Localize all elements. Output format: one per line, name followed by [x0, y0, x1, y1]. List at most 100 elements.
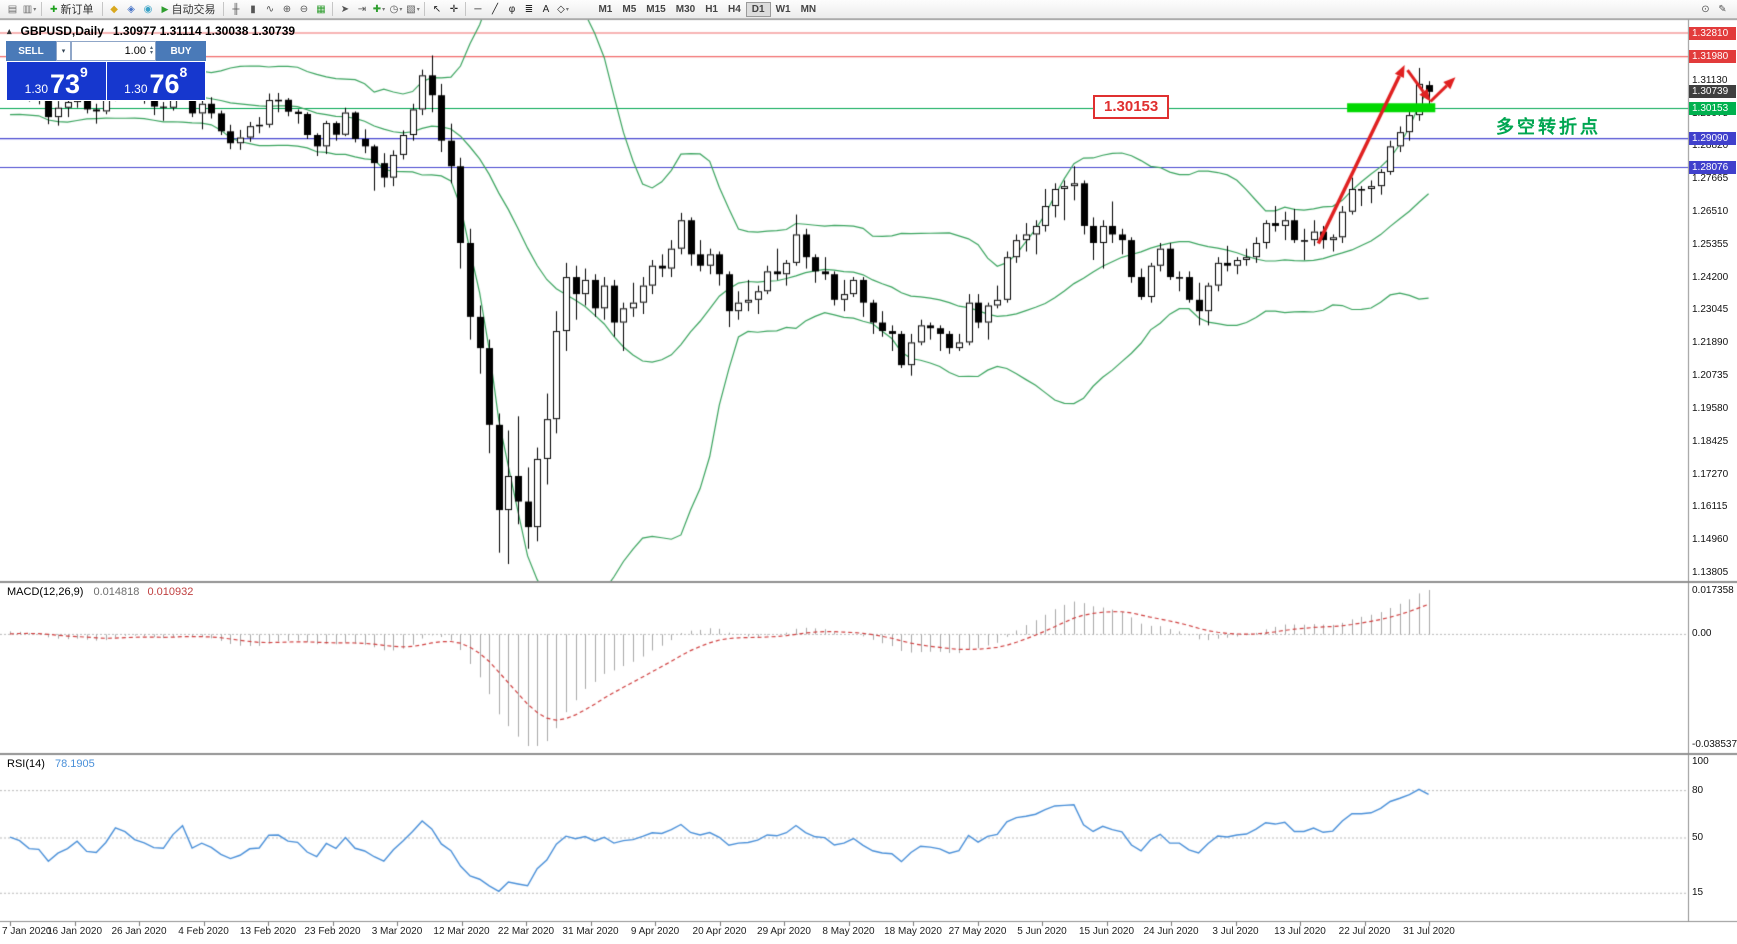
new-order-button[interactable]: ✚ 新订单	[45, 1, 99, 17]
timeframe-H4[interactable]: H4	[727, 3, 741, 15]
fibonacci-icon[interactable]: φ	[508, 3, 516, 15]
trade-panel-dropdown[interactable]: ▾	[56, 41, 71, 61]
shapes-icon[interactable]: ◇ ▾	[557, 3, 569, 15]
line-chart-icon[interactable]: ∿	[265, 3, 275, 15]
toolbar-separator	[424, 2, 426, 16]
one-click-trading-panel: SELL ▾ ▴ ▾ BUY 1.30 73 9 1.30 76	[6, 41, 206, 101]
macd-axis-label: 0.017358	[1692, 585, 1734, 596]
candlestick-chart-icon[interactable]: ▮	[250, 3, 256, 15]
date-label: 31 Mar 2020	[562, 926, 619, 937]
price-scale-label: 1.18425	[1692, 435, 1729, 447]
price-scale-label: 1.28820	[1692, 140, 1729, 152]
volume-input[interactable]	[89, 44, 148, 58]
date-label: 31 Jul 2020	[1403, 926, 1455, 937]
timeframe-D1[interactable]: D1	[745, 1, 771, 17]
autoscroll-icon[interactable]: ➤	[340, 3, 350, 15]
macd-name: MACD(12,26,9)	[7, 586, 84, 598]
price-scale-label: 1.23045	[1692, 304, 1729, 316]
market-watch-icon[interactable]: ◆	[110, 3, 118, 15]
zoom-in-icon[interactable]: ⊕	[282, 3, 292, 15]
chart-symbol-period: GBPUSD,Daily	[20, 24, 104, 38]
toolbar-separator	[332, 2, 334, 16]
horizontal-line-icon[interactable]: ─	[474, 3, 482, 15]
date-label: 27 May 2020	[948, 926, 1007, 937]
date-label: 22 Mar 2020	[497, 926, 555, 937]
timeframe-W1[interactable]: W1	[775, 3, 791, 15]
toolbar-separator	[223, 2, 225, 16]
timeframe-M1[interactable]: M1	[598, 3, 613, 15]
timeframe-M30[interactable]: M30	[675, 3, 696, 15]
date-label: 9 Apr 2020	[630, 926, 680, 937]
price-callout-label: 1.30153	[1093, 95, 1170, 119]
buy-price-big: 76	[149, 69, 180, 99]
date-label: 4 Feb 2020	[178, 926, 229, 937]
date-label: 20 Apr 2020	[692, 926, 747, 937]
bar-chart-icon[interactable]: ╫	[232, 3, 240, 15]
trendline-icon[interactable]: ╱	[491, 3, 498, 15]
rsi-axis-label: 80	[1692, 784, 1704, 796]
macd-main-value: 0.014818	[93, 586, 140, 598]
quick-edit-icon[interactable]: ✎	[1718, 3, 1727, 15]
price-scale-label: 1.13805	[1692, 567, 1729, 578]
sell-price-sup: 9	[80, 64, 88, 80]
price-scale-label: 1.20735	[1692, 370, 1729, 382]
dropdown-arrow-icon: ▾	[416, 6, 420, 13]
date-label: 18 May 2020	[884, 926, 942, 937]
zoom-out-icon[interactable]: ⊖	[299, 3, 309, 15]
price-scale-label: 1.16115	[1692, 501, 1728, 513]
rsi-axis-label: 100	[1692, 756, 1709, 767]
date-label: 8 May 2020	[822, 926, 875, 937]
date-label: 12 Mar 2020	[433, 926, 490, 937]
timeframe-M5[interactable]: M5	[622, 3, 637, 15]
price-badge-blue: 1.28076	[1689, 161, 1736, 174]
add-indicator-icon[interactable]: ✚ ▾	[372, 3, 386, 15]
tile-windows-icon[interactable]: ▦	[316, 3, 326, 15]
dropdown-arrow-icon: ▾	[399, 6, 403, 13]
macd-indicator-label: MACD(12,26,9) 0.014818 0.010932	[7, 586, 193, 598]
chart-shift-icon[interactable]: ⇥	[357, 3, 367, 15]
chart-ohlc: 1.30977 1.31114 1.30038 1.30739	[112, 24, 296, 38]
price-scale-label: 1.21890	[1692, 337, 1729, 349]
macd-axis-label: -0.038537	[1692, 739, 1737, 750]
templates-icon[interactable]: ▧ ▾	[406, 3, 420, 15]
grid-icon[interactable]: ≣	[524, 3, 534, 15]
volume-spinner[interactable]: ▴ ▾	[149, 45, 153, 56]
price-scale-label: 1.19580	[1692, 402, 1729, 414]
date-label: 3 Jul 2020	[1212, 926, 1259, 937]
timeframe-H1[interactable]: H1	[705, 3, 718, 15]
rsi-indicator-label: RSI(14) 78.1905	[7, 758, 95, 770]
timeframe-MN[interactable]: MN	[800, 3, 817, 15]
date-label: 3 Mar 2020	[371, 926, 423, 937]
dropdown-arrow-icon: ▾	[61, 48, 66, 55]
buy-button[interactable]: 1.30 76 8	[106, 62, 205, 100]
text-icon[interactable]: A	[542, 3, 550, 15]
spinner-down-icon[interactable]: ▾	[149, 50, 153, 56]
timeframe-group: M1 M5 M15 M30 H1 H4 D1 W1 MN	[593, 1, 821, 17]
buy-price-base: 1.30	[124, 82, 148, 96]
profiles-icon[interactable]: ▥ ▾	[22, 3, 37, 15]
periods-icon[interactable]: ◷ ▾	[389, 3, 403, 15]
toolbar-separator	[465, 2, 467, 16]
autotrading-button[interactable]: ▶ 自动交易	[157, 1, 221, 17]
price-badge-red: 1.32810	[1689, 26, 1736, 40]
search-icon[interactable]: ⊙	[1701, 3, 1710, 15]
sell-header[interactable]: SELL	[6, 41, 56, 61]
new-chart-icon[interactable]: ▤	[7, 3, 18, 15]
data-window-icon[interactable]: ◈	[127, 3, 135, 15]
new-order-button-label: 新订单	[60, 4, 94, 16]
timeframe-M15[interactable]: M15	[646, 3, 666, 15]
price-scale-label: 1.27665	[1692, 173, 1729, 185]
crosshair-icon[interactable]: ✛	[449, 3, 459, 15]
navigator-icon[interactable]: ◉	[143, 3, 153, 15]
toolbar-right-icons: ⊙ ✎	[1697, 2, 1731, 17]
date-label: 26 Jan 2020	[111, 926, 167, 937]
chart-title: ▴ GBPUSD,Daily 1.30977 1.31114 1.30038 1…	[7, 24, 295, 38]
sell-price-big: 73	[50, 69, 81, 99]
sell-button[interactable]: 1.30 73 9	[7, 62, 106, 100]
spinner-up-icon[interactable]: ▴	[149, 45, 153, 51]
cursor-icon[interactable]: ↖	[432, 3, 442, 15]
dropdown-arrow-icon: ▾	[565, 6, 569, 13]
buy-header[interactable]: BUY	[156, 41, 206, 61]
date-label: 24 Jun 2020	[1143, 926, 1199, 937]
